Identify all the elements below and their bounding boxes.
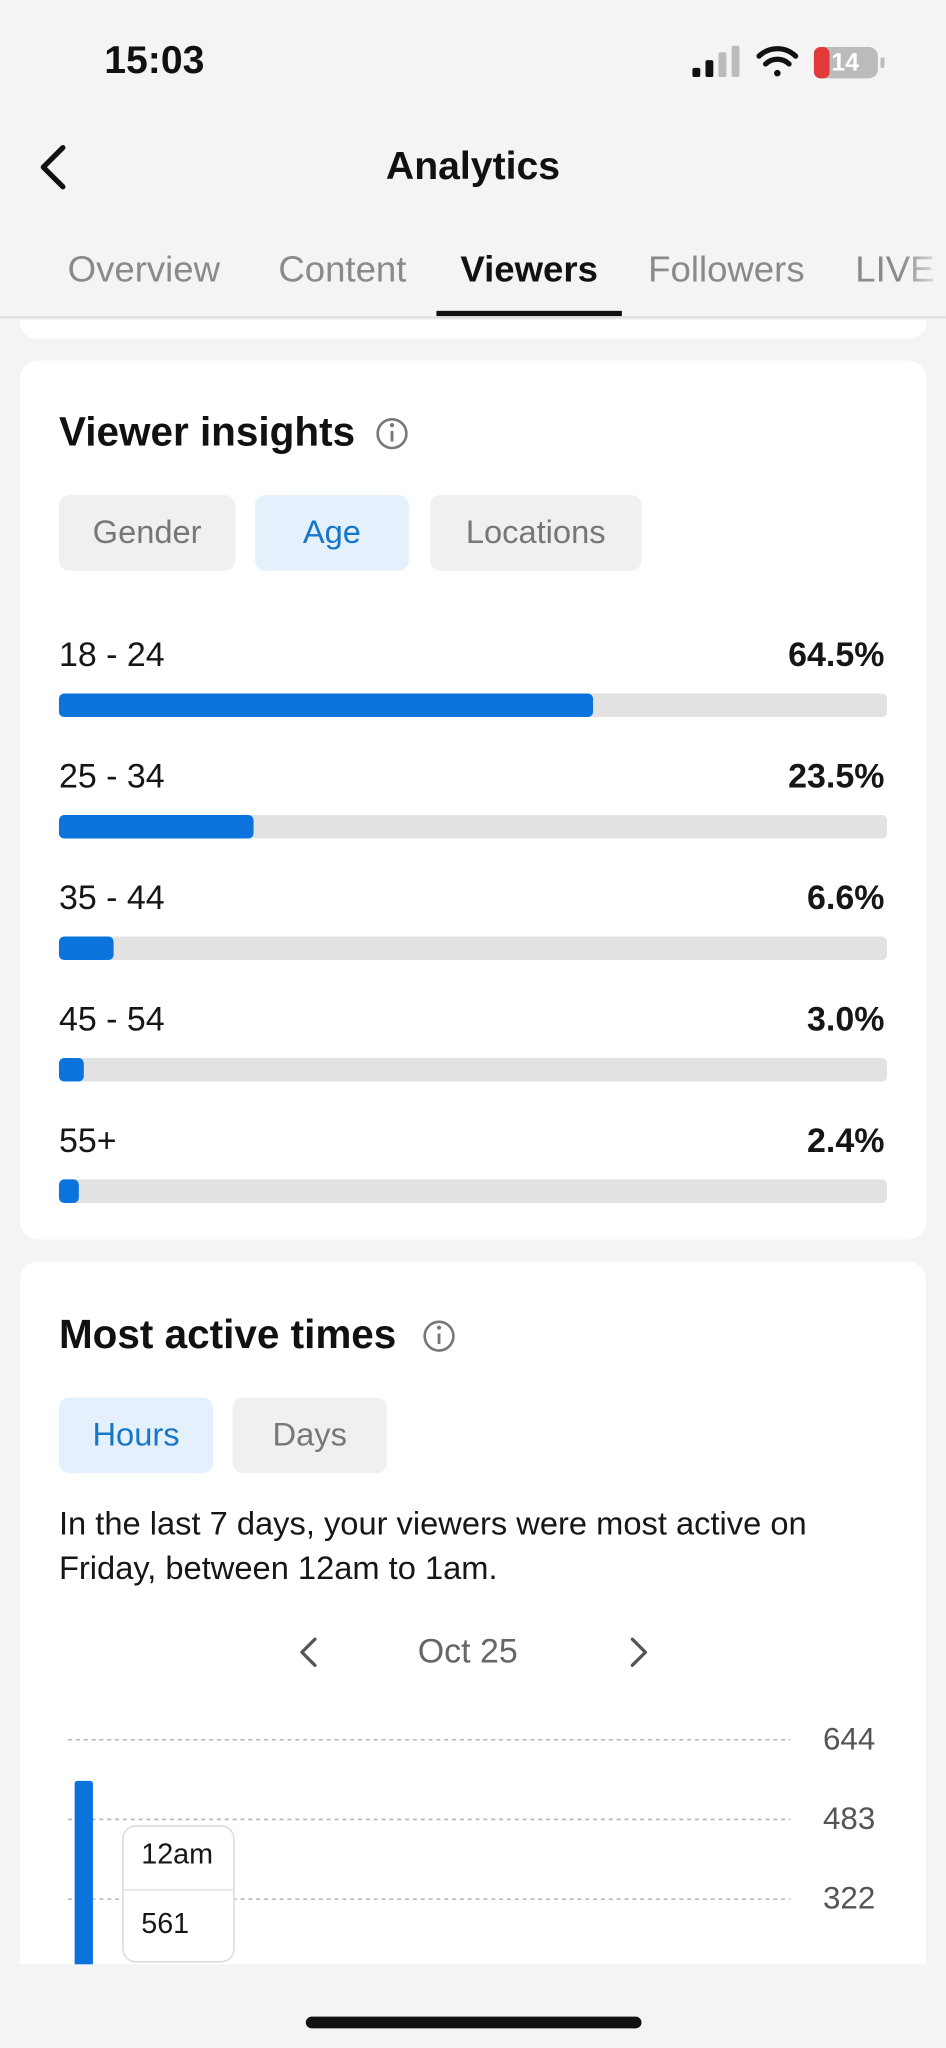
tab[interactable]: Overview <box>68 248 221 289</box>
summary-box: In the last 7 days, your viewers were mo… <box>58 1505 807 1587</box>
filter-chip-label[interactable]: Locations <box>466 513 606 550</box>
summary: In the last 7 days, your viewers were mo… <box>58 1505 807 1587</box>
filter-chip-label[interactable]: Age <box>303 513 361 550</box>
card-previous <box>19 320 927 339</box>
bar <box>58 1057 84 1082</box>
tab[interactable]: Followers <box>648 248 804 289</box>
tooltip-label: 12am <box>141 1839 213 1871</box>
y-tick-label: 644 <box>823 1721 875 1756</box>
age-label: 18 - 24 <box>59 636 165 674</box>
section-title: Viewer insights <box>59 409 355 455</box>
status-time: 15:03 <box>104 39 204 82</box>
filter-chip[interactable] <box>58 1397 214 1474</box>
wifi-icon <box>756 46 799 77</box>
bar-track <box>58 1179 888 1203</box>
section-title: Most active times <box>59 1311 396 1357</box>
bar <box>74 1780 93 1965</box>
info-icon[interactable] <box>376 417 408 450</box>
next-date[interactable] <box>630 1637 648 1667</box>
filter-chip[interactable] <box>58 495 236 571</box>
card-viewer-insights <box>19 360 927 1240</box>
tab[interactable]: Viewers <box>460 248 598 289</box>
page-title: Analytics <box>386 145 560 188</box>
age-label: 45 - 54 <box>59 1000 165 1038</box>
battery-text: 14 <box>831 50 859 77</box>
battery-level <box>813 47 830 79</box>
bar <box>58 815 254 839</box>
bar-track <box>58 936 888 960</box>
y-tick-label: 322 <box>823 1881 875 1916</box>
age-percent: 3.0% <box>807 1000 884 1038</box>
tooltip <box>122 1825 235 1963</box>
info-icon[interactable] <box>423 1320 455 1352</box>
prev-date[interactable] <box>300 1637 317 1667</box>
age-label: 25 - 34 <box>59 757 165 795</box>
age-percent: 23.5% <box>788 757 884 795</box>
bar-track <box>58 815 888 839</box>
back-button[interactable] <box>40 144 66 190</box>
filter-chip[interactable] <box>232 1397 387 1474</box>
filter-chip[interactable] <box>254 495 409 571</box>
chart: 322 483 644 12am 561 <box>68 1721 875 1965</box>
tab[interactable]: Content <box>278 248 406 289</box>
filter-chip-label[interactable]: Days <box>273 1415 347 1452</box>
tab-fade <box>901 222 946 314</box>
bar <box>58 693 594 718</box>
bar <box>58 936 114 960</box>
bar <box>58 1179 79 1203</box>
date-label: Oct 25 <box>418 1633 518 1671</box>
home-indicator <box>305 2016 642 2029</box>
tab-underline <box>436 310 622 317</box>
age-label: 35 - 44 <box>59 879 165 917</box>
filter-chip[interactable] <box>429 495 642 571</box>
signal-icon <box>692 45 740 78</box>
bottom-bar <box>0 1964 946 2048</box>
tooltip-value: 561 <box>141 1908 189 1940</box>
filter-chip-label[interactable]: Hours <box>92 1415 179 1452</box>
bar-track <box>58 1057 888 1082</box>
age-percent: 64.5% <box>788 636 884 674</box>
active-times: Hours Days <box>58 1397 387 1474</box>
age-label: 55+ <box>59 1122 117 1160</box>
age-percent: 6.6% <box>807 879 884 917</box>
filter-chip-label[interactable]: Gender <box>93 513 202 550</box>
age-percent: 2.4% <box>807 1122 884 1160</box>
y-tick-label: 483 <box>823 1801 875 1836</box>
viewer-insights: Gender Age Locations 18 - 24 64.5% 25 - 34 23.… <box>58 495 888 1203</box>
battery-tip <box>880 57 885 68</box>
battery <box>813 47 878 79</box>
